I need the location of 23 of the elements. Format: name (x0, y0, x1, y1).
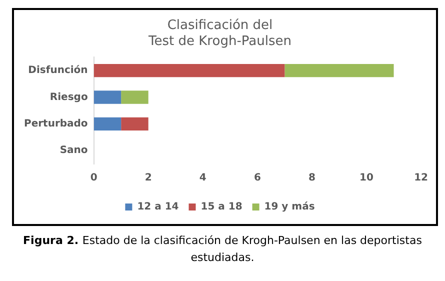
bar (284, 64, 394, 78)
x-tick-label: 8 (308, 172, 316, 184)
y-tick-label: Sano (60, 145, 88, 156)
bar (121, 117, 148, 131)
bar (94, 90, 122, 104)
x-tick-label: 0 (90, 172, 98, 184)
x-tick-label: 12 (414, 172, 428, 184)
y-tick-label: Perturbado (24, 118, 88, 130)
x-tick-label: 2 (144, 172, 152, 184)
bar (121, 90, 148, 104)
text: Figura 2. (23, 234, 80, 247)
bar (94, 117, 122, 131)
legend-label: 15 a 18 (200, 202, 242, 213)
legend-label: 12 a 14 (137, 202, 179, 213)
legend-label: 19 y más (264, 202, 315, 213)
chart-title: Clasificación del Test de Krogh-Paulsen (148, 18, 292, 49)
text: Estado de la clasificación de Krogh-Paulsen en las deportistas estudiadas. (82, 234, 422, 264)
x-tick-label: 6 (254, 172, 261, 184)
x-tick-label: 4 (199, 172, 206, 184)
y-tick-label: Disfunción (28, 65, 88, 76)
x-tick-label: 10 (360, 172, 374, 184)
y-tick-label: Riesgo (50, 92, 88, 103)
bar (94, 64, 285, 78)
